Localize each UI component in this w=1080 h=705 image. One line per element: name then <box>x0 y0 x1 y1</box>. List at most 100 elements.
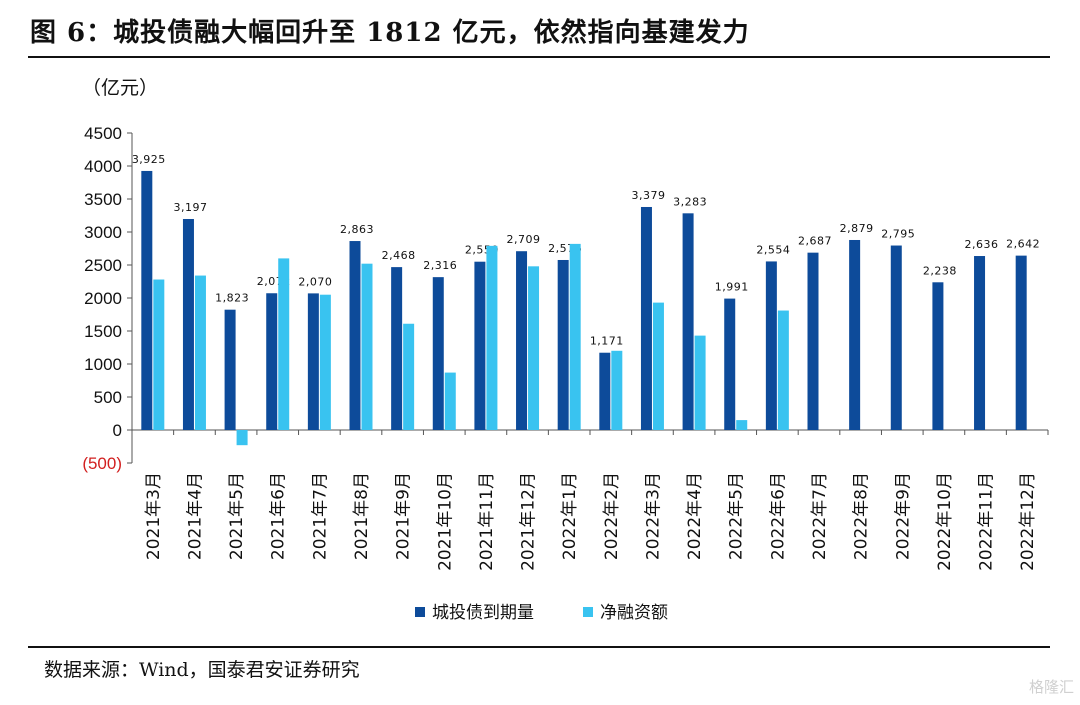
source-divider <box>28 646 1050 648</box>
title-divider <box>28 56 1050 58</box>
bar-data-label: 3,925 <box>132 153 166 166</box>
bar-city-bond-maturity <box>307 293 319 430</box>
bar-city-bond-maturity <box>391 267 403 430</box>
bar-city-bond-maturity <box>141 170 153 430</box>
bar-net-financing <box>777 310 789 430</box>
y-tick-label: 500 <box>94 388 122 407</box>
bar-city-bond-maturity <box>765 261 777 430</box>
bar-city-bond-maturity <box>1015 255 1027 430</box>
x-tick-label: 2021年6月 <box>269 472 289 560</box>
y-tick-label: 1500 <box>84 322 122 341</box>
bar-data-label: 2,709 <box>507 233 541 246</box>
bar-city-bond-maturity <box>432 277 444 430</box>
bar-data-label: 2,863 <box>340 223 374 236</box>
bar-data-label: 2,687 <box>798 235 832 248</box>
bar-city-bond-maturity <box>474 261 486 430</box>
bar-data-label: 2,554 <box>756 243 790 256</box>
x-tick-label: 2021年4月 <box>185 472 205 560</box>
bar-net-financing <box>569 243 581 430</box>
bar-net-financing <box>652 302 664 430</box>
bar-city-bond-maturity <box>974 256 986 430</box>
bar-net-financing <box>528 266 540 430</box>
bar-city-bond-maturity <box>182 218 194 430</box>
y-tick-label: 3500 <box>84 190 122 209</box>
x-tick-label: 2022年6月 <box>768 472 788 560</box>
bar-net-financing <box>319 294 331 430</box>
watermark: 格隆汇 <box>1028 678 1074 696</box>
x-tick-label: 2021年12月 <box>519 472 539 571</box>
bar-net-financing <box>236 430 248 446</box>
x-tick-label: 2021年9月 <box>394 472 414 560</box>
bar-city-bond-maturity <box>849 239 861 430</box>
bar-data-label: 2,642 <box>1006 238 1040 251</box>
bar-data-label: 2,238 <box>923 264 957 277</box>
bar-net-financing <box>403 323 415 430</box>
x-tick-label: 2021年3月 <box>144 472 164 560</box>
bar-city-bond-maturity <box>682 213 694 430</box>
source-note: 数据来源：Wind，国泰君安证券研究 <box>44 659 360 681</box>
y-tick-label: 4500 <box>84 124 122 143</box>
bar-city-bond-maturity <box>599 352 611 430</box>
y-tick-label: (500) <box>82 454 122 473</box>
x-tick-label: 2022年12月 <box>1018 472 1038 571</box>
x-tick-label: 2022年8月 <box>852 472 872 560</box>
bar-data-label: 2,879 <box>840 222 874 235</box>
x-tick-label: 2021年10月 <box>435 472 455 571</box>
y-tick-label: 4000 <box>84 157 122 176</box>
bar-data-label: 1,823 <box>215 292 249 305</box>
y-tick-label: 2000 <box>84 289 122 308</box>
bar-city-bond-maturity <box>516 251 528 430</box>
bar-net-financing <box>611 350 623 430</box>
x-tick-label: 2022年7月 <box>810 472 830 560</box>
x-tick-label: 2021年8月 <box>352 472 372 560</box>
bar-data-label: 1,991 <box>715 281 749 294</box>
bar-net-financing <box>444 372 456 430</box>
bar-city-bond-maturity <box>932 282 944 430</box>
x-tick-label: 2022年2月 <box>602 472 622 560</box>
bar-net-financing <box>694 335 706 430</box>
bar-data-label: 2,795 <box>881 228 915 241</box>
legend-label-net-financing: 净融资额 <box>600 603 668 623</box>
x-tick-label: 2021年11月 <box>477 472 497 571</box>
bar-city-bond-maturity <box>557 259 569 430</box>
bar-city-bond-maturity <box>349 241 361 430</box>
x-tick-label: 2021年5月 <box>227 472 247 560</box>
bar-city-bond-maturity <box>807 252 819 430</box>
x-tick-label: 2022年10月 <box>935 472 955 571</box>
bar-net-financing <box>736 420 748 430</box>
x-tick-label: 2022年5月 <box>727 472 747 560</box>
y-tick-label: 2500 <box>84 256 122 275</box>
x-tick-label: 2021年7月 <box>310 472 330 560</box>
y-axis-unit: （亿元） <box>82 77 159 99</box>
bar-data-label: 3,283 <box>673 195 707 208</box>
bar-net-financing <box>194 275 206 430</box>
bar-data-label: 2,636 <box>965 238 999 251</box>
x-tick-label: 2022年3月 <box>643 472 663 560</box>
x-tick-label: 2022年1月 <box>560 472 580 560</box>
chart-title: 图 6：城投债融大幅回升至 1812 亿元，依然指向基建发力 <box>30 18 750 48</box>
bar-data-label: 2,070 <box>298 275 332 288</box>
x-tick-label: 2022年9月 <box>893 472 913 560</box>
y-tick-label: 0 <box>113 421 122 440</box>
bar-data-label: 2,468 <box>382 249 416 262</box>
bar-city-bond-maturity <box>640 206 652 430</box>
x-tick-label: 2022年11月 <box>977 472 997 571</box>
bar-data-label: 3,197 <box>173 201 207 214</box>
bar-city-bond-maturity <box>890 245 902 430</box>
bar-data-label: 3,379 <box>631 189 665 202</box>
bar-data-label: 1,171 <box>590 335 624 348</box>
bar-net-financing <box>361 263 373 430</box>
legend-label-maturity: 城投债到期量 <box>432 603 534 623</box>
bar-net-financing <box>153 279 165 430</box>
y-tick-label: 1000 <box>84 355 122 374</box>
bar-net-financing <box>486 245 498 430</box>
bar-data-label: 2,316 <box>423 259 457 272</box>
legend-swatch-maturity <box>415 607 425 617</box>
legend-swatch-net-financing <box>583 607 593 617</box>
bar-city-bond-maturity <box>266 293 278 430</box>
bar-city-bond-maturity <box>224 309 236 430</box>
y-tick-label: 3000 <box>84 223 122 242</box>
x-tick-label: 2022年4月 <box>685 472 705 560</box>
bar-city-bond-maturity <box>724 298 736 430</box>
